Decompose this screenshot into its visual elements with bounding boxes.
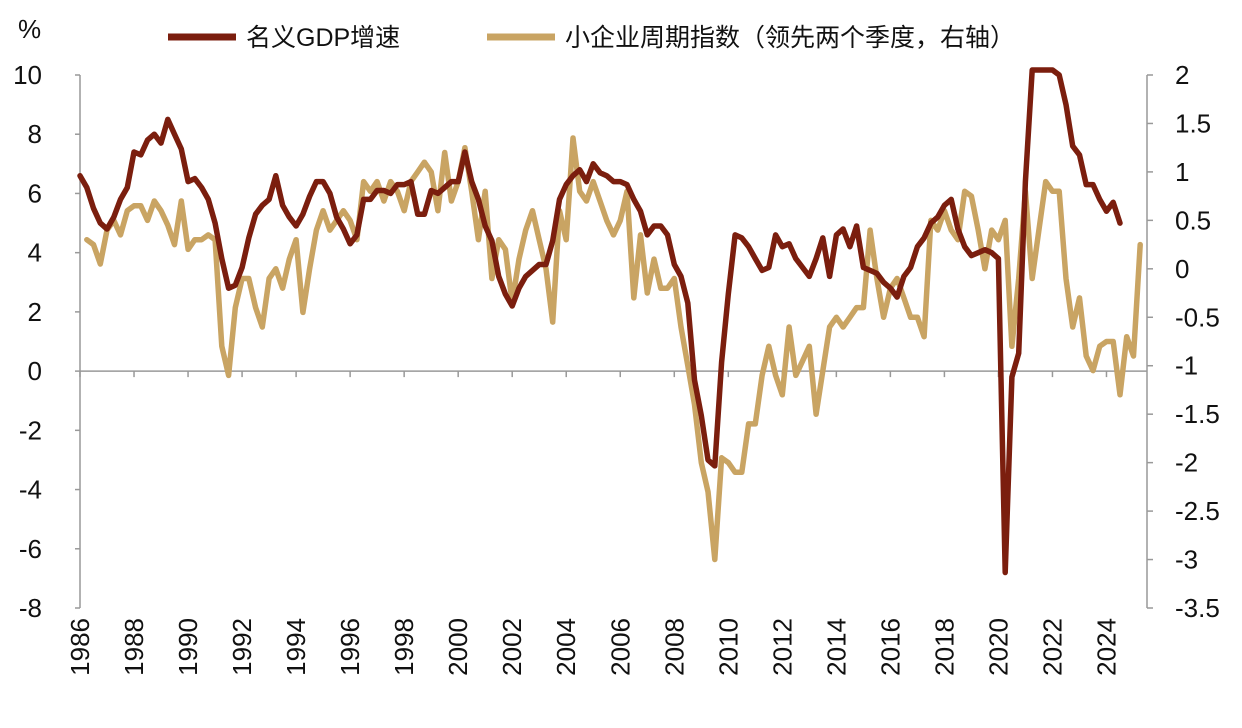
y-right-tick-label: 1 — [1175, 157, 1189, 187]
x-tick-label: 2002 — [497, 618, 527, 676]
x-tick-label: 2022 — [1037, 618, 1067, 676]
y-left-tick-label: 10 — [13, 60, 42, 90]
y-right-tick-label: 0 — [1175, 254, 1189, 284]
y-left-tick-label: 0 — [28, 356, 42, 386]
x-tick-label: 2024 — [1091, 618, 1121, 676]
series-line-gdp — [77, 67, 1123, 576]
y-left-tick-label: 6 — [28, 178, 42, 208]
x-tick-label: 2016 — [875, 618, 905, 676]
y-right-tick-label: -2 — [1175, 448, 1198, 478]
left-axis-unit: % — [18, 14, 41, 44]
x-tick-label: 2004 — [551, 618, 581, 676]
x-tick-label: 2014 — [821, 618, 851, 676]
x-tick-label: 1992 — [227, 618, 257, 676]
y-right-tick-label: 2 — [1175, 60, 1189, 90]
y-right-tick-label: -3 — [1175, 545, 1198, 575]
y-right-tick-label: -0.5 — [1175, 302, 1220, 332]
y-right-tick-label: -1.5 — [1175, 399, 1220, 429]
x-tick-label: 2020 — [983, 618, 1013, 676]
series-layer — [77, 67, 1143, 576]
y-left-tick-label: -4 — [19, 475, 42, 505]
x-tick-label: 1998 — [389, 618, 419, 676]
y-left-tick-label: 8 — [28, 119, 42, 149]
y-right-tick-label: -3.5 — [1175, 593, 1220, 623]
x-tick-label: 2000 — [443, 618, 473, 676]
x-tick-label: 2010 — [713, 618, 743, 676]
y-right-tick-label: 0.5 — [1175, 205, 1211, 235]
legend-label-small-biz: 小企业周期指数（领先两个季度，右轴） — [565, 24, 1015, 52]
y-left-tick-label: -6 — [19, 534, 42, 564]
legend: 名义GDP增速 小企业周期指数（领先两个季度，右轴） — [168, 24, 1015, 52]
axes: -8 -6 -4 -2 0 2 4 6 8 10 -3.5 -3 -2.5 -2 -1.5 -1 -0.5 0 0.… — [13, 60, 1220, 676]
x-tick-label: 1994 — [281, 618, 311, 676]
x-tick-label: 2006 — [605, 618, 635, 676]
y-left-tick-label: 2 — [28, 297, 42, 327]
x-tick-label: 2018 — [929, 618, 959, 676]
y-left-tick-label: 4 — [28, 238, 42, 268]
x-tick-label: 2008 — [659, 618, 689, 676]
series-line-small-biz — [84, 135, 1143, 563]
x-tick-label: 1996 — [335, 618, 365, 676]
x-tick-label: 1988 — [119, 618, 149, 676]
y-left-tick-label: -8 — [19, 593, 42, 623]
legend-label-gdp: 名义GDP增速 — [246, 24, 400, 52]
x-tick-label: 1986 — [65, 618, 95, 676]
y-left-tick-label: -2 — [19, 415, 42, 445]
y-right-tick-label: -1 — [1175, 351, 1198, 381]
y-right-tick-label: -2.5 — [1175, 496, 1220, 526]
x-tick-label: 2012 — [767, 618, 797, 676]
x-tick-label: 1990 — [173, 618, 203, 676]
y-right-tick-label: 1.5 — [1175, 108, 1211, 138]
